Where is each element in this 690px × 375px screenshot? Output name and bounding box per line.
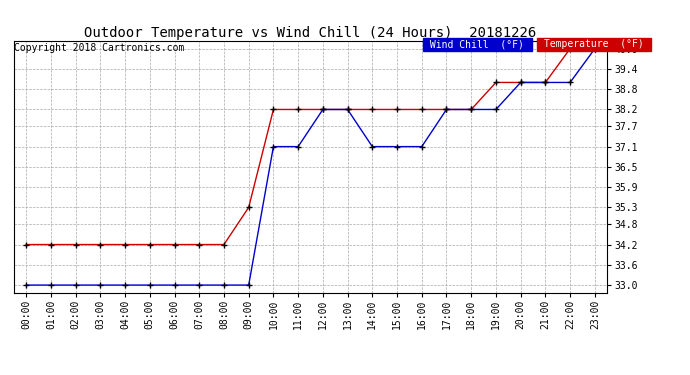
Title: Outdoor Temperature vs Wind Chill (24 Hours)  20181226: Outdoor Temperature vs Wind Chill (24 Ho… — [84, 26, 537, 40]
Text: Wind Chill  (°F): Wind Chill (°F) — [424, 39, 530, 50]
Text: Copyright 2018 Cartronics.com: Copyright 2018 Cartronics.com — [14, 43, 184, 53]
Text: Temperature  (°F): Temperature (°F) — [538, 39, 650, 50]
